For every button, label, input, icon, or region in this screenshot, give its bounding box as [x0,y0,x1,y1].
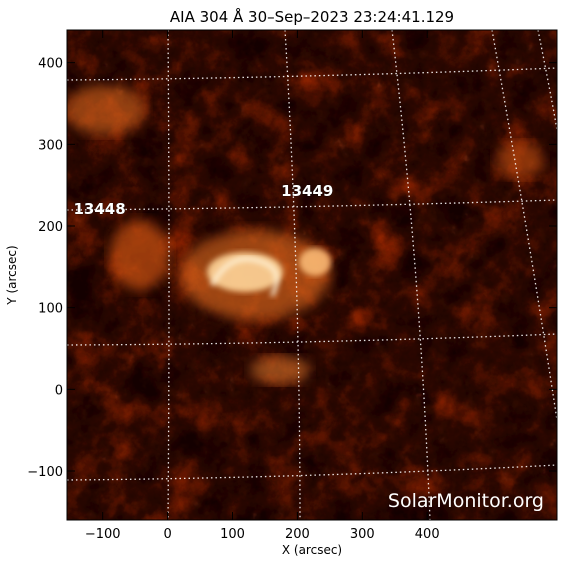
grid-latitude-line [67,333,557,346]
y-tick-label: 0 [55,383,63,398]
y-axis-ticks: −100 0 100 200 300 400 [27,57,557,480]
grid-latitude-line [67,67,557,81]
y-tick-label: 400 [38,57,63,72]
x-tick-label: 200 [285,527,310,542]
x-tick-label: 400 [415,527,440,542]
active-region-emission [67,85,545,384]
active-region-label: 13449 [281,182,333,200]
x-tick-label: −100 [85,527,121,542]
plot-frame [66,29,558,521]
plage-east-knot [299,248,331,276]
bright-loop [210,256,279,297]
active-region-labels: 13448 13449 [73,181,333,218]
plage-south [250,356,310,384]
x-tick-label: 100 [220,527,245,542]
x-tick-label: 300 [350,527,375,542]
grid-longitude-line [537,30,557,131]
heliographic-grid [67,30,557,520]
y-tick-label: 200 [38,220,63,235]
plage-nw [67,85,145,135]
y-axis-label: Y (arcsec) [5,245,19,305]
x-axis-ticks: −100 0 100 200 300 400 [85,30,440,542]
grid-longitude-line [391,30,431,520]
grid-longitude-line [167,30,170,520]
grid-longitude-line [284,30,301,520]
plage-glow-13448 [110,220,170,290]
plage-ne [495,142,545,178]
y-tick-label: 100 [38,302,63,317]
grid-latitude-line [67,464,557,481]
solar-image: 13448 13449 SolarMonitor.org [67,30,557,520]
grid-latitude-line [67,199,557,211]
active-region-label: 13448 [73,200,125,218]
y-tick-label: −100 [27,465,63,480]
y-tick-label: 300 [38,138,63,153]
x-tick-label: 0 [163,527,171,542]
watermark: SolarMonitor.org [388,490,544,512]
x-axis-label: X (arcsec) [282,543,342,557]
image-title: AIA 304 Å 30–Sep–2023 23:24:41.129 [170,7,454,26]
